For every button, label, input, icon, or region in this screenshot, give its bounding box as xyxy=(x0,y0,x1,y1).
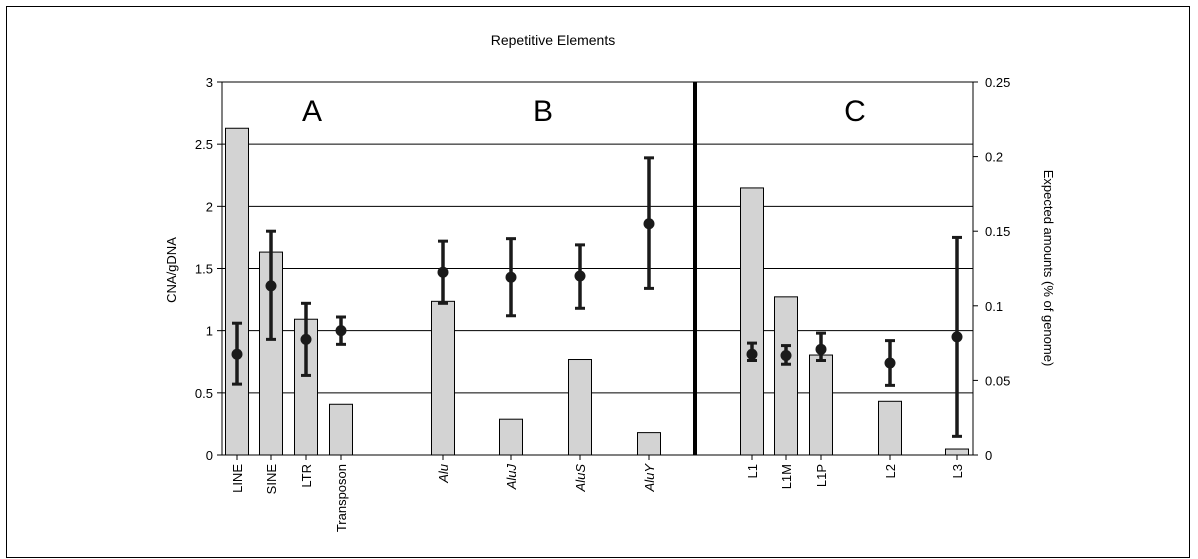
category-label-L1: L1 xyxy=(745,464,760,478)
panel-label-C: C xyxy=(844,95,866,128)
category-label-SINE: SINE xyxy=(264,464,279,495)
point-LINE xyxy=(231,348,243,360)
point-L1M xyxy=(780,350,792,362)
point-L3 xyxy=(951,331,963,343)
bar-L1P xyxy=(809,354,833,456)
bar-Transposon xyxy=(329,403,353,456)
category-labels: LINE SINE LTR Transposon Alu AluJ AluS AluY L1 L1… xyxy=(230,463,965,532)
axes xyxy=(217,81,978,460)
y2-tick-label: 0.1 xyxy=(985,299,1003,314)
category-label-L1M: L1M xyxy=(779,464,794,489)
chart-title: Repetitive Elements xyxy=(491,32,616,48)
y-tick-label: 1.5 xyxy=(195,262,213,277)
y-tick-label: 3 xyxy=(206,75,213,90)
category-label-AluS: AluS xyxy=(573,464,588,493)
bar-AluJ xyxy=(499,418,523,456)
y2-axis-label: Expected amounts (% of genome) xyxy=(1041,170,1056,367)
bar-AluS xyxy=(568,359,592,456)
category-label-Transposon: Transposon xyxy=(334,464,349,532)
panel-label-B: B xyxy=(533,95,553,128)
y2-tick-label: 0.05 xyxy=(985,373,1010,388)
point-SINE xyxy=(265,280,277,292)
figure-frame xyxy=(6,6,1190,558)
point-AluS xyxy=(574,270,586,282)
category-label-AluJ: AluJ xyxy=(504,464,519,491)
y2-tick-label: 0.15 xyxy=(985,224,1010,239)
panel-labels: A B C xyxy=(302,95,866,128)
category-label-AluY: AluY xyxy=(642,463,657,493)
category-label-L2: L2 xyxy=(883,464,898,478)
category-label-L3: L3 xyxy=(950,464,965,478)
y-tick-label: 1 xyxy=(206,324,213,339)
y-tick-label: 2 xyxy=(206,199,213,214)
bar-L1 xyxy=(740,187,764,456)
category-label-LINE: LINE xyxy=(230,464,245,493)
bar-L3 xyxy=(945,448,969,456)
y-tick-label: 0 xyxy=(206,448,213,463)
y2-tick-label: 0.25 xyxy=(985,75,1010,90)
error-bars xyxy=(231,156,963,438)
category-label-LTR: LTR xyxy=(299,464,314,488)
y-tick-label: 0.5 xyxy=(195,386,213,401)
point-L2 xyxy=(884,357,896,369)
bar-AluY xyxy=(637,432,661,456)
category-label-L1P: L1P xyxy=(814,464,829,487)
y-tick-label: 2.5 xyxy=(195,137,213,152)
bar-L2 xyxy=(878,400,902,456)
point-Alu xyxy=(437,266,449,278)
point-LTR xyxy=(300,333,312,345)
bar-LINE xyxy=(225,127,249,456)
y2-tick-label: 0.2 xyxy=(985,150,1003,165)
point-L1P xyxy=(815,343,827,355)
y2-tick-label: 0 xyxy=(985,448,992,463)
point-AluY xyxy=(643,218,655,230)
point-Transposon xyxy=(335,325,347,337)
category-label-Alu: Alu xyxy=(436,464,451,484)
bar-Alu xyxy=(431,300,455,456)
bar-L1M xyxy=(774,296,798,456)
bars xyxy=(225,127,969,456)
gridlines xyxy=(222,81,973,456)
point-AluJ xyxy=(505,271,517,283)
point-L1 xyxy=(746,348,758,360)
tick-labels: 0 0.5 1 1.5 2 2.5 3 0 0.05 0.1 0.15 0.2 0.25 xyxy=(195,75,1010,463)
y-axis-label: CNA/gDNA xyxy=(164,237,179,303)
panel-label-A: A xyxy=(302,95,322,128)
